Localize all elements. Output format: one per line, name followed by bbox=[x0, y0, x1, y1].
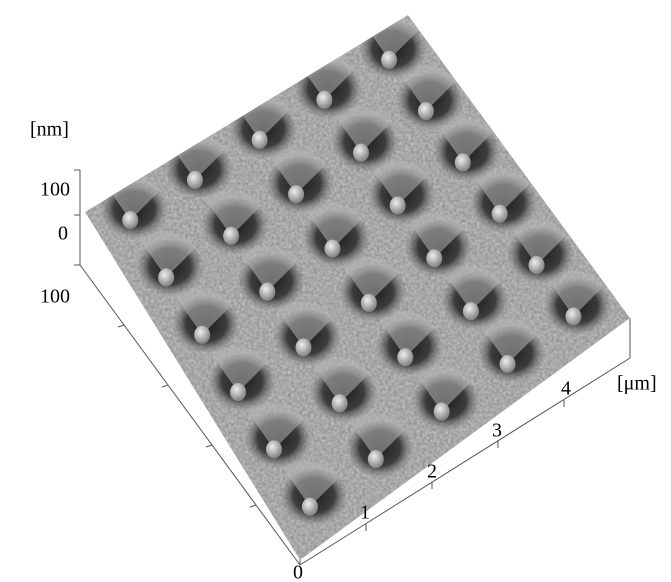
pit-cone bbox=[381, 51, 397, 69]
x-tick-label: 3 bbox=[492, 420, 502, 442]
pit-cone bbox=[353, 144, 369, 162]
pit-cone bbox=[500, 355, 516, 373]
pit-cone bbox=[266, 440, 282, 458]
pit-cone bbox=[324, 240, 340, 258]
pit-cone bbox=[302, 498, 318, 516]
pit-cone bbox=[122, 211, 138, 229]
z-tick-label: 100 bbox=[40, 286, 70, 308]
pit-cone bbox=[565, 307, 581, 325]
pit-cone bbox=[397, 348, 413, 366]
afm-surface bbox=[80, 10, 640, 570]
x-tick-label: 2 bbox=[427, 461, 437, 483]
z-axis-label: [nm] bbox=[30, 119, 69, 141]
x-tick-label: 4 bbox=[561, 378, 571, 400]
x-tick-label: 1 bbox=[360, 502, 370, 524]
x-axis-label: [μm] bbox=[617, 373, 657, 395]
pit-cone bbox=[426, 249, 442, 267]
pit-cone bbox=[288, 185, 304, 203]
z-tick-label: 100 bbox=[40, 179, 70, 201]
z-tick-label: 0 bbox=[58, 223, 68, 245]
pit-cone bbox=[316, 91, 332, 109]
pit-cone bbox=[463, 302, 479, 320]
pit-cone bbox=[252, 131, 268, 149]
pit-cone bbox=[295, 338, 311, 356]
pit-cone bbox=[492, 205, 508, 223]
pit-cone bbox=[390, 196, 406, 214]
pit-cone bbox=[223, 227, 239, 245]
pit-cone bbox=[158, 268, 174, 286]
pit-cone bbox=[434, 403, 450, 421]
pit-cone bbox=[418, 102, 434, 120]
x-tick-label: 0 bbox=[293, 562, 303, 582]
pit-cone bbox=[455, 153, 471, 171]
pit-cone bbox=[361, 294, 377, 312]
pit-cone bbox=[194, 326, 210, 344]
pit-cone bbox=[368, 450, 384, 468]
pit-cone bbox=[529, 256, 545, 274]
pit-cone bbox=[187, 171, 203, 189]
pit-cone bbox=[230, 383, 246, 401]
pit-cone bbox=[259, 283, 275, 301]
afm-figure: [nm] 100 0 100 [μm] 0 1 2 3 4 bbox=[0, 0, 671, 582]
pit-cone bbox=[332, 394, 348, 412]
